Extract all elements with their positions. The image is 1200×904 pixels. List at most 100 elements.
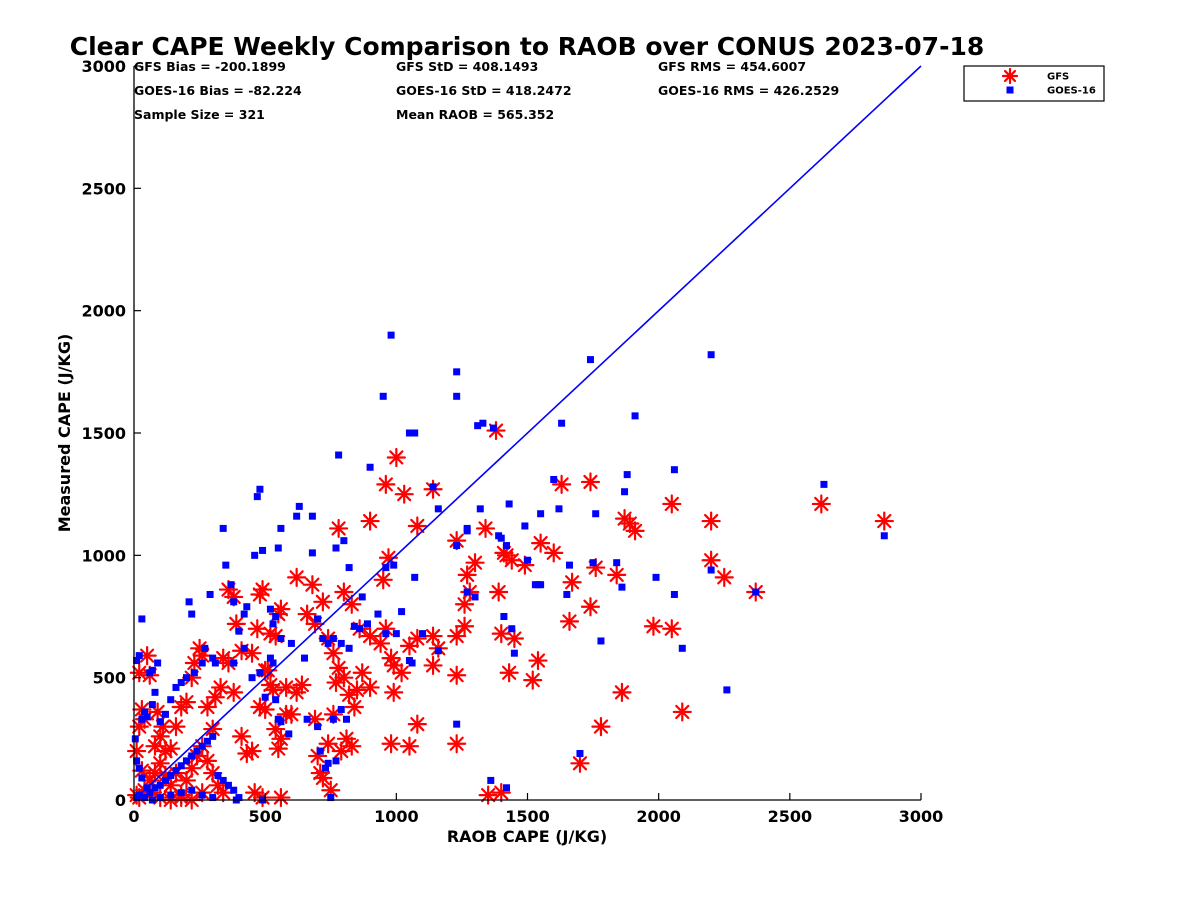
gfs-point [302,575,322,595]
stat-label: GFS Bias = -200.1899 [134,59,286,74]
goes16-point [618,583,626,591]
gfs-point [499,663,519,683]
goes16-point [820,480,828,488]
gfs-point [242,643,262,663]
gfs-point [528,650,548,671]
goes16-point [379,392,387,400]
goes16-point [586,356,594,364]
gfs-point [384,682,404,702]
gfs-point [625,521,645,541]
goes16-point [471,593,479,601]
goes16-point [224,781,232,789]
gfs-point [197,697,218,717]
goes16-point [256,669,264,677]
goes16-point [505,500,513,508]
goes16-point [308,512,316,520]
gfs-point [318,628,338,649]
goes16-point [474,422,482,430]
goes16-point [408,659,416,667]
goes16-point [156,794,164,802]
gfs-point [523,670,543,690]
gfs-point [150,753,170,773]
gfs-point [210,677,231,698]
gfs-point [407,516,427,536]
gfs-point [591,716,611,737]
goes16-point [382,630,390,638]
goes16-point [172,767,180,775]
goes16-point [324,639,332,647]
stat-label: Mean RAOB = 565.352 [396,107,554,122]
gfs-point [242,741,262,761]
x-tick-label: 1500 [505,807,550,826]
gfs-point [562,572,582,592]
goes16-point [193,747,201,755]
goes16-point [463,524,471,532]
gfs-point [252,579,273,600]
x-tick-label: 1000 [374,807,419,826]
goes16-point [156,718,164,726]
gfs-point [129,663,149,683]
y-axis-ticks: 0 500 1000 1500 2000 2500 3000 [81,57,141,810]
goes16-point [167,696,175,704]
goes16-point [652,573,660,581]
goes16-point [500,613,508,620]
goes16-point [621,488,629,496]
goes16-point [148,666,156,674]
goes16-point [140,794,148,802]
goes16-point [329,715,337,723]
goes16-point [133,657,141,665]
gfs-point [329,518,349,539]
legend-label: GOES-16 [1047,86,1096,97]
gfs-point [360,511,380,531]
goes16-point [340,537,348,545]
gfs-point [347,680,367,700]
goes16-point [337,639,345,647]
x-axis-ticks: 0 500 1000 1500 2000 2500 3000 [128,793,943,826]
goes16-point [503,542,511,550]
gfs-point [701,550,721,570]
goes16-point [314,723,322,731]
gfs-point [370,633,391,654]
goes16-point [434,647,442,655]
gfs-point [662,619,682,639]
goes16-point [405,429,413,437]
goes16-point [670,466,678,474]
goes16-point [269,620,277,628]
goes16-point [479,419,487,427]
gfs-point [701,511,721,531]
goes16-point [358,593,366,601]
goes16-point [154,659,162,667]
goes16-point [670,590,678,598]
goes16-point [707,566,715,574]
y-tick-label: 1000 [81,546,126,565]
gfs-point [381,734,401,754]
goes16-point [274,544,282,552]
goes16-point [301,654,309,662]
gfs-point [334,582,354,602]
y-tick-label: 1500 [81,424,126,443]
gfs-point [874,511,894,531]
goes16-point [182,674,190,682]
gfs-point [478,785,498,805]
gfs-point [287,567,307,587]
chart-title: Clear CAPE Weekly Comparison to RAOB ove… [70,32,985,61]
goes16-point [345,644,353,652]
goes16-point [167,791,175,799]
goes16-point [209,654,217,662]
legend-label: GFS [1047,72,1069,83]
gfs-point [672,702,692,722]
x-tick-label: 2500 [768,807,813,826]
legend-items: GFS GOES-16 [1001,67,1096,97]
gfs-point [360,626,380,646]
goes16-point [322,764,330,772]
goes16-point [177,789,185,797]
gfs-point [570,753,590,773]
goes16-point [565,561,573,569]
gfs-point [612,682,632,702]
goes16-point [211,659,219,667]
goes16-point [203,737,211,745]
goes16-point [167,772,175,780]
goes16-point [272,613,280,620]
goes16-point [487,776,495,784]
goes16-point [419,630,427,638]
